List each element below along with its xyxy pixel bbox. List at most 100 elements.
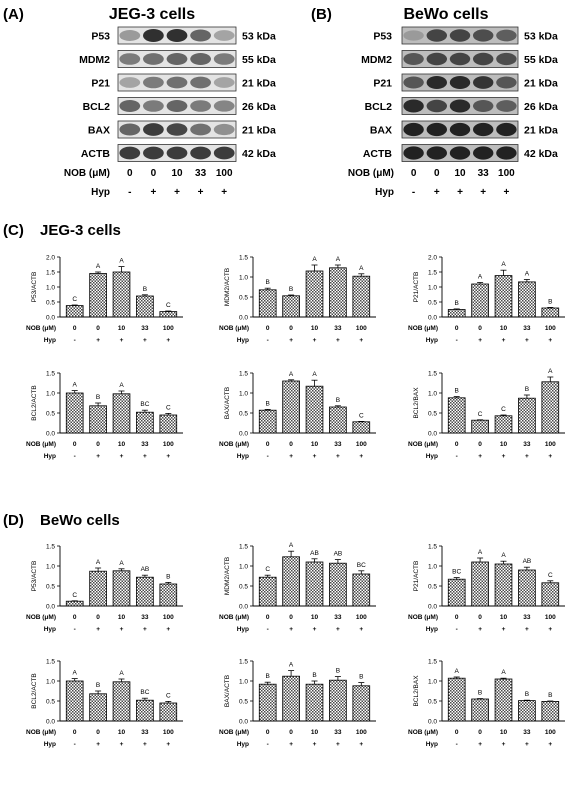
nob-dose-value: 0: [266, 614, 270, 621]
nob-row-label: NOB (μM): [219, 729, 249, 736]
nob-dose-value: 100: [356, 614, 367, 621]
bar: [258, 576, 277, 607]
blot-band: [190, 123, 211, 136]
y-tick-label: 1.5: [239, 659, 248, 666]
significance-letter: A: [96, 559, 101, 566]
nob-dose-value: 0: [455, 325, 459, 332]
nob-dose-value: 100: [163, 614, 174, 621]
nob-row-label: NOB (μM): [26, 729, 56, 736]
bar: [352, 685, 371, 722]
nob-row-label: NOB (μM): [26, 325, 56, 332]
nob-dose-value: 0: [478, 729, 482, 736]
hyp-value: +: [166, 626, 170, 633]
significance-letter: C: [166, 692, 171, 699]
bar: [494, 275, 513, 318]
bar: [112, 681, 131, 722]
significance-letter: AB: [523, 558, 532, 565]
nob-row-label: NOB (μM): [408, 729, 438, 736]
bar-chart: 0.0 0.5 1.0 1.5 2.0 P53/ACTB C 0 - A 0 + A 10 + B 33 + C 10…: [26, 255, 183, 344]
blot-band: [426, 76, 448, 89]
bar: [329, 267, 347, 318]
bar-chart: 0.0 0.5 1.0 1.5 MDM2/ACTB B 0 - B 0 + A 10 + A 33 + A 100 +…: [219, 255, 376, 344]
blot-band: [449, 76, 471, 89]
y-tick-label: 0.5: [46, 699, 55, 706]
significance-letter: B: [455, 300, 459, 307]
blot-band: [449, 99, 471, 113]
panel-d-title: BeWo cells: [40, 512, 120, 529]
hyp-value: +: [221, 187, 227, 198]
nob-dose-value: 10: [118, 325, 126, 332]
blot-protein-label: P21: [373, 78, 392, 90]
hyp-value: +: [166, 453, 170, 460]
y-tick-label: 1.5: [428, 371, 437, 378]
significance-letter: B: [289, 286, 293, 293]
hyp-value: +: [313, 453, 317, 460]
hyp-value: +: [548, 741, 552, 748]
nob-row-label: NOB (μM): [26, 614, 56, 621]
nob-dose-value: 100: [545, 325, 556, 332]
nob-dose-value: 0: [96, 325, 100, 332]
hyp-value: +: [359, 337, 363, 344]
blot-kda-label: 21 kDa: [242, 125, 276, 137]
hyp-value: -: [74, 626, 76, 633]
panel-a-title: JEG-3 cells: [109, 6, 195, 23]
blot-kda-label: 55 kDa: [242, 54, 276, 66]
y-tick-label: 1.5: [428, 270, 437, 277]
y-axis-label: BCL2/ACTB: [31, 673, 38, 708]
y-tick-label: 0.0: [428, 431, 437, 438]
y-tick-label: 1.0: [46, 564, 55, 571]
bar-chart-grid: 0.0 0.5 1.0 1.5 2.0 P53/ACTB C 0 - A 0 + A 10 + B 33 + C 10…: [26, 255, 565, 748]
bar: [541, 381, 560, 434]
bar: [282, 380, 300, 434]
y-tick-label: 1.0: [428, 391, 437, 398]
blot-band: [143, 100, 164, 112]
bar-chart: 0.0 0.5 1.0 1.5 MDM2/ACTB C 0 - A 0 + AB 10 + AB 33 + BC 1…: [219, 542, 376, 633]
nob-dose-value: 0: [434, 168, 440, 179]
y-tick-label: 0.0: [239, 431, 248, 438]
nob-dose-value: 100: [545, 614, 556, 621]
western-blot-jeg3: P53 53 kDa MDM2 55 kDa P21 21 kDa BCL2 26 kDa BA…: [64, 26, 276, 198]
nob-dose-value: 100: [356, 325, 367, 332]
significance-letter: B: [96, 682, 100, 689]
hyp-value: +: [359, 626, 363, 633]
blot-band: [190, 76, 211, 89]
bar: [305, 270, 324, 318]
nob-dose-value: 10: [311, 325, 319, 332]
nob-row-label: NOB (μM): [219, 614, 249, 621]
bar: [112, 570, 131, 607]
y-tick-label: 1.5: [428, 659, 437, 666]
nob-dose-value: 0: [73, 325, 77, 332]
y-tick-label: 1.5: [46, 659, 55, 666]
significance-letter: BC: [140, 401, 149, 408]
significance-letter: A: [525, 271, 530, 278]
blot-band: [449, 122, 471, 137]
blot-protein-label: BCL2: [83, 101, 111, 113]
blot-band: [403, 76, 424, 89]
hyp-value: +: [478, 741, 482, 748]
bar: [282, 675, 300, 722]
blot-kda-label: 55 kDa: [524, 54, 558, 66]
hyp-row-label: Hyp: [426, 453, 438, 460]
hyp-value: +: [502, 626, 506, 633]
nob-dose-value: 100: [498, 168, 515, 179]
hyp-row-label: Hyp: [426, 337, 438, 344]
y-tick-label: 0.5: [428, 584, 437, 591]
y-tick-label: 0.0: [239, 604, 248, 611]
nob-dose-value: 0: [289, 614, 293, 621]
blot-kda-label: 21 kDa: [524, 125, 558, 137]
hyp-value: +: [503, 187, 509, 198]
hyp-value: +: [313, 337, 317, 344]
nob-dose-value: 33: [141, 614, 149, 621]
bar: [471, 698, 489, 722]
bar-chart: 0.0 0.5 1.0 1.5 P21/ACTB BC 0 - A 0 + A 10 + AB 33 + C 100…: [408, 544, 565, 633]
bar: [159, 414, 178, 434]
bar: [518, 569, 536, 607]
significance-letter: B: [143, 286, 147, 293]
significance-letter: C: [72, 592, 77, 599]
nob-dose-value: 100: [356, 729, 367, 736]
nob-dose-value: 33: [523, 325, 531, 332]
blot-band: [496, 100, 517, 112]
blot-protein-label: MDM2: [361, 54, 392, 66]
significance-letter: A: [501, 669, 506, 676]
significance-letter: C: [265, 566, 270, 573]
